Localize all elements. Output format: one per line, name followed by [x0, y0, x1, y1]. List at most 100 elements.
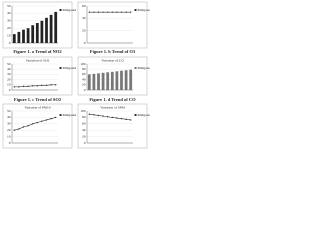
bar — [92, 73, 96, 90]
point — [32, 123, 34, 125]
figure-caption: Figure 1. d Trend of CO — [89, 97, 136, 102]
point — [102, 11, 104, 13]
y-tick-label: 10 — [7, 134, 11, 138]
point — [130, 11, 132, 13]
y-tick-label: 20 — [82, 28, 86, 32]
y-tick-label: 40 — [7, 67, 11, 71]
y-tick-label: 40 — [82, 77, 86, 81]
point — [120, 117, 123, 120]
point — [130, 119, 132, 121]
chart-title: Variation of SPM — [100, 105, 125, 109]
point — [97, 11, 100, 13]
line — [89, 113, 131, 121]
y-tick-label: 100 — [80, 109, 86, 113]
point — [107, 116, 109, 118]
y-tick-label: 40 — [7, 11, 11, 15]
legend-swatch — [134, 9, 137, 11]
y-tick-label: 10 — [7, 33, 11, 37]
point — [50, 84, 52, 86]
y-tick-label: 20 — [7, 26, 11, 30]
y-tick-label: 0 — [84, 88, 86, 92]
point — [116, 11, 118, 13]
legend-label: Mitigated — [138, 113, 151, 117]
point — [102, 115, 104, 117]
bar — [12, 34, 16, 43]
y-tick-label: 0 — [84, 41, 86, 45]
point — [55, 84, 57, 86]
chart-title: Variation of SO2 — [26, 58, 50, 62]
line — [14, 117, 56, 131]
y-tick-label: 60 — [82, 122, 86, 126]
bar — [124, 70, 128, 90]
point — [111, 11, 114, 13]
chart-frame — [2, 56, 73, 96]
point — [32, 85, 34, 87]
legend-label: Mitigated — [138, 8, 151, 12]
figure-caption: Figure 1. a Trend of NO2 — [13, 49, 62, 54]
bar — [22, 29, 25, 43]
y-tick-label: 20 — [82, 83, 86, 87]
y-tick-label: 50 — [7, 4, 11, 8]
point — [27, 125, 29, 127]
point — [36, 85, 38, 87]
point — [120, 11, 123, 13]
point — [22, 85, 25, 88]
bar — [17, 31, 21, 43]
point — [22, 126, 25, 128]
figure-caption: Figure 1. c Trend of SO2 — [14, 97, 62, 102]
point — [13, 129, 15, 131]
y-tick-label: 30 — [7, 19, 11, 23]
bar — [97, 73, 100, 90]
point — [125, 11, 127, 13]
point — [41, 120, 43, 122]
legend-swatch — [59, 114, 62, 116]
line — [14, 84, 56, 88]
point — [116, 117, 118, 119]
y-tick-label: 60 — [82, 72, 86, 76]
legend-label: Mitigated — [63, 113, 77, 117]
point — [55, 116, 57, 119]
y-tick-label: 30 — [7, 72, 11, 76]
legend-label: Mitigated — [138, 66, 151, 70]
chart-frame — [77, 103, 148, 149]
bar — [110, 71, 114, 90]
y-tick-label: 50 — [7, 109, 11, 113]
bar — [40, 20, 44, 43]
bar — [129, 69, 133, 90]
legend-swatch — [59, 9, 62, 11]
legend-label: Mitigated — [63, 66, 77, 70]
chart-frame — [2, 103, 73, 149]
point — [93, 11, 95, 13]
bar — [31, 25, 35, 43]
bar — [120, 70, 123, 90]
point — [41, 84, 43, 87]
y-tick-label: 30 — [7, 122, 11, 126]
legend-swatch — [134, 67, 137, 69]
y-tick-label: 40 — [7, 115, 11, 119]
bar — [35, 23, 39, 43]
chart-title: Variation of CO — [101, 58, 124, 62]
legend-swatch — [59, 67, 62, 69]
point — [45, 84, 48, 87]
y-tick-label: 100 — [80, 62, 86, 66]
point — [13, 86, 15, 88]
bar — [26, 28, 30, 43]
bar — [49, 14, 53, 43]
point — [18, 86, 20, 88]
point — [88, 11, 91, 13]
bar — [115, 71, 119, 90]
y-tick-label: 0 — [9, 88, 11, 92]
y-tick-label: 40 — [82, 16, 86, 20]
point — [27, 85, 29, 88]
y-tick-label: 60 — [82, 4, 86, 8]
point — [50, 117, 52, 120]
bar — [101, 72, 105, 90]
legend-swatch — [134, 114, 137, 116]
point — [93, 114, 95, 116]
y-tick-label: 40 — [82, 128, 86, 132]
figure-caption: Figure 1. b Trend of O3 — [90, 49, 136, 54]
y-tick-label: 80 — [82, 67, 86, 71]
bar — [87, 74, 91, 90]
y-tick-label: 50 — [7, 62, 11, 66]
